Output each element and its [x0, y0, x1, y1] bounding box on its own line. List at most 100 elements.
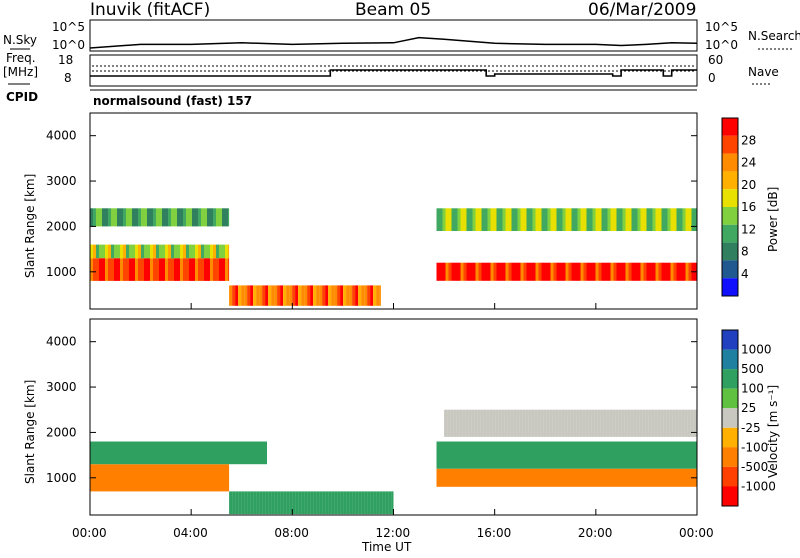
vel-cells-cell — [514, 468, 518, 487]
power-cells-cell — [295, 285, 299, 306]
vel-cells-cell — [555, 409, 559, 437]
vel-cells-cell — [451, 441, 455, 469]
sky-panel: N.Sky 10^5 10^0 10^5 10^0 N.Search — [3, 19, 800, 52]
vel-cells-cell — [520, 468, 524, 487]
vel-cells-cell — [352, 491, 356, 515]
power-cells-cell — [262, 285, 266, 306]
power-cells-cell — [511, 208, 515, 231]
power-cells-cell — [241, 285, 245, 306]
power-cells-cell — [346, 285, 350, 306]
power-cells-cell — [544, 208, 548, 231]
vel-cells-cell — [120, 441, 123, 465]
power-cells-cell — [117, 258, 120, 281]
power-cells-cell — [466, 262, 470, 281]
vel-cells-cell — [676, 468, 680, 487]
vel-cells-cell — [532, 468, 536, 487]
power-cells-cell — [180, 208, 183, 227]
vel-cells-cell — [382, 491, 386, 515]
vel-cells-cell — [481, 468, 485, 487]
vel-cells-cell — [567, 409, 571, 437]
power-cells-cell — [165, 244, 168, 259]
vel-cells-cell — [459, 409, 463, 437]
vel-cells-cell — [673, 441, 677, 469]
vel-cells-cell — [481, 441, 485, 469]
colorbar-swatch — [722, 388, 738, 409]
vel-cells-cell — [253, 491, 257, 515]
vel-cells-cell — [96, 464, 99, 492]
vel-cells-cell — [678, 409, 682, 437]
vel-cells-cell — [96, 441, 99, 465]
power-cells-cell — [679, 208, 683, 231]
vel-cells-cell — [634, 468, 638, 487]
vel-cells-cell — [625, 468, 629, 487]
vel-cells-cell — [556, 468, 560, 487]
power-cells-cell — [93, 244, 96, 259]
power-cells-cell — [171, 258, 174, 281]
vel-cells-cell — [564, 409, 568, 437]
power-cells-cell — [667, 208, 671, 231]
power-cells-cell — [144, 244, 147, 259]
colorbar-swatch — [722, 349, 738, 370]
power-cells-cell — [213, 258, 216, 281]
power-cells-cell — [379, 285, 381, 306]
vel-cells-cell — [153, 441, 156, 465]
vel-cells-cell — [129, 441, 132, 465]
vel-cells-cell — [591, 409, 595, 437]
power-cells-cell — [144, 258, 147, 281]
power-cells-cell — [607, 262, 611, 281]
vel-cells-cell — [168, 464, 171, 492]
vel-cells-cell — [606, 409, 610, 437]
power-cells-cell — [195, 208, 198, 227]
freq-label-line1: Freq. — [6, 51, 36, 65]
colorbar-tick-label: -25 — [741, 421, 761, 435]
power-cells-cell — [352, 285, 356, 306]
vel-cells-cell — [222, 464, 225, 492]
vel-cells-cell — [604, 441, 608, 469]
power-cells-cell — [538, 208, 542, 231]
power-cells-cell — [649, 208, 653, 231]
vel-cells-cell — [517, 468, 521, 487]
power-cells-cell — [367, 285, 371, 306]
vel-cells-cell — [192, 464, 195, 492]
power-cells-cell — [595, 262, 599, 281]
vel-cells-cell — [592, 441, 596, 469]
vel-cells-cell — [177, 464, 180, 492]
colorbar-swatch — [722, 260, 738, 279]
power-cells-cell — [280, 285, 284, 306]
nave-tick-60: 60 — [708, 53, 723, 67]
vel-cells-cell — [210, 441, 213, 465]
power-cells-cell — [592, 208, 596, 231]
power-cells-cell — [99, 258, 102, 281]
vel-cells-cell — [195, 441, 198, 465]
power-cells-cell — [457, 208, 461, 231]
power-cells-cell — [508, 262, 512, 281]
power-cells-cell — [481, 262, 485, 281]
power-cells-cell — [244, 285, 248, 306]
power-cells-cell — [313, 285, 317, 306]
power-cells-cell — [93, 258, 96, 281]
power-cells-cell — [93, 208, 96, 227]
power-cells-cell — [559, 208, 563, 231]
power-cells-cell — [96, 258, 99, 281]
vel-cells-cell — [601, 441, 605, 469]
power-data-cells — [90, 208, 697, 306]
vel-cells-cell — [135, 464, 138, 492]
vel-cells-cell — [222, 441, 225, 465]
vel-cells-cell — [624, 409, 628, 437]
power-cells-cell — [210, 258, 213, 281]
power-cells-cell — [466, 208, 470, 231]
vel-cells-cell — [577, 468, 581, 487]
power-cells-cell — [550, 208, 554, 231]
vel-cells-cell — [265, 491, 269, 515]
vel-cells-cell — [150, 441, 153, 465]
power-cells-cell — [150, 208, 153, 227]
vel-cells-cell — [487, 468, 491, 487]
power-cells-cell — [105, 244, 108, 259]
power-cells-cell — [532, 208, 536, 231]
vel-cells-cell — [561, 409, 565, 437]
power-cells-cell — [156, 208, 159, 227]
vel-cells-cell — [537, 409, 541, 437]
power-cells-cell — [490, 262, 494, 281]
vel-cells-cell — [388, 491, 392, 515]
power-cells-cell — [619, 208, 623, 231]
